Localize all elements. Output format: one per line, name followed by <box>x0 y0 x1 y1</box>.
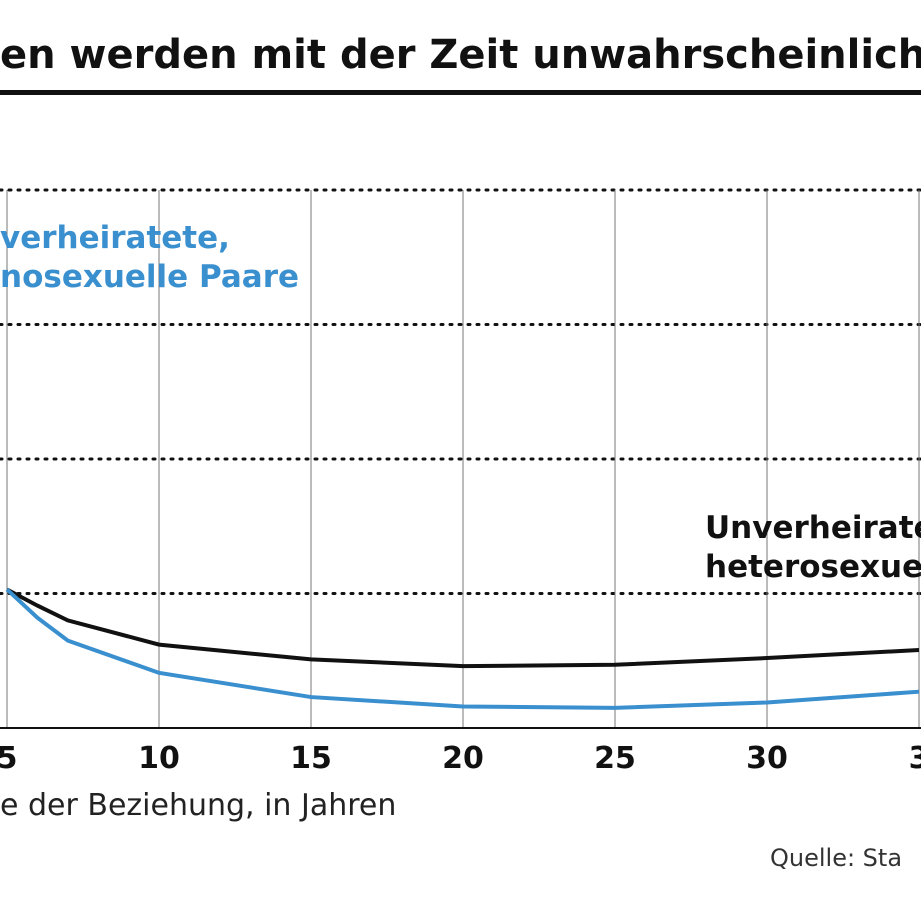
series-label: verheiratete, <box>0 220 230 256</box>
chart-title: en werden mit der Zeit unwahrscheinlich <box>0 32 921 78</box>
source: Quelle: Sta <box>770 844 902 872</box>
x-tick-label: 25 <box>594 741 636 776</box>
series-label: heterosexue <box>705 549 921 585</box>
x-axis-label: e der Beziehung, in Jahren <box>0 788 396 823</box>
series-line <box>5 587 920 710</box>
series-label: nosexuelle Paare <box>0 259 299 295</box>
x-tick-label: 10 <box>138 741 180 776</box>
x-tick-label: 5 <box>0 741 17 776</box>
x-tick-label: 3 <box>909 741 921 776</box>
series-label: Unverheiratete <box>705 510 921 546</box>
x-tick-label: 15 <box>290 741 332 776</box>
x-tick-label: 20 <box>442 741 484 776</box>
title-rule <box>0 90 921 95</box>
series-line <box>6 587 920 669</box>
x-tick-label: 30 <box>746 741 788 776</box>
